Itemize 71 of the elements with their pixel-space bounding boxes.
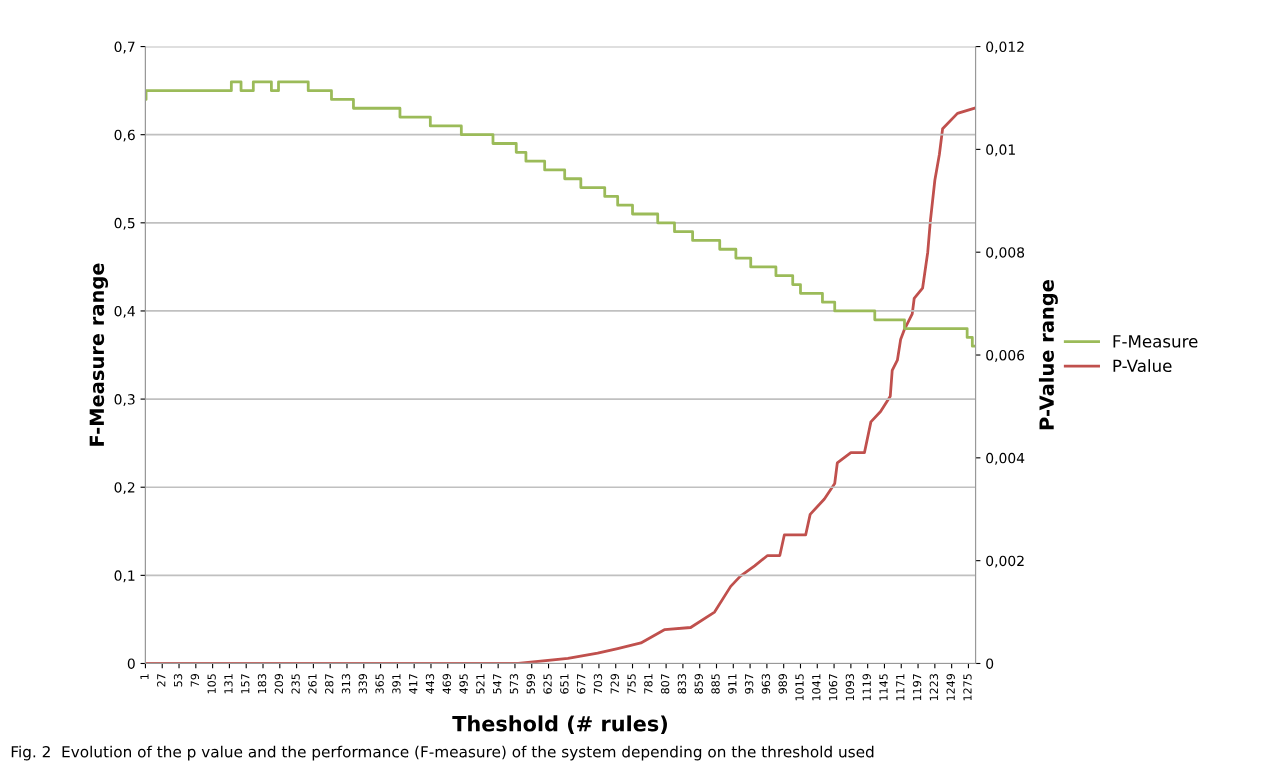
x-tick-label: 781 [644, 674, 653, 694]
y-tick-label: 0,2 [114, 482, 135, 495]
x-tick-label: 183 [257, 674, 267, 694]
y2-axis-title: P-Value range [1038, 280, 1058, 430]
x-tick-label: 1041 [812, 674, 821, 701]
x-tick-label: 209 [274, 673, 284, 694]
x-tick-label: 235 [291, 674, 300, 694]
x-tick-label: 287 [325, 674, 334, 694]
x-tick-label: 1 [140, 674, 149, 680]
x-tick-label: 885 [711, 674, 720, 694]
x-tick-label: 105 [207, 674, 216, 694]
y2-tick-label: 0,01 [986, 144, 1015, 157]
y-axis-title: F-Measure range [89, 263, 109, 446]
x-tick-label: 989 [778, 673, 787, 694]
x-tick-label: 313 [341, 674, 351, 694]
x-tick-label: 443 [425, 674, 435, 694]
x-tick-label: 1093 [845, 674, 855, 701]
x-tick-label: 27 [157, 674, 166, 687]
x-tick-label: 833 [677, 674, 687, 694]
x-tick-label: 469 [442, 673, 451, 694]
x-tick-label: 495 [459, 674, 468, 694]
y-tick-label: 0,7 [114, 41, 135, 54]
x-tick-label: 391 [392, 674, 401, 694]
x-tick-label: 1171 [896, 674, 905, 701]
x-tick-label: 1145 [879, 674, 888, 701]
x-tick-label: 339 [358, 673, 367, 694]
x-tick-label: 1015 [795, 674, 804, 701]
x-tick-label: 703 [593, 674, 603, 694]
caption: Fig. 2 Evolution of the p value and the performance (F-measure) of the system depending on the threshold used [11, 745, 874, 761]
x-tick-label: 547 [493, 674, 502, 694]
x-tick-label: 859 [694, 673, 703, 694]
legend-label: P-Value [1113, 359, 1172, 373]
x-tick-label: 573 [509, 674, 519, 694]
x-tick-label: 1119 [862, 673, 871, 701]
y-tick-label: 0,3 [114, 394, 135, 406]
legend-label: F-Measure [1113, 335, 1198, 348]
x-tick-label: 599 [526, 673, 535, 694]
y-tick-label: 0,4 [114, 305, 135, 318]
x-tick-label: 1067 [828, 674, 838, 701]
y2-tick-label: 0,002 [986, 555, 1024, 568]
x-axis-title: Theshold (# rules) [452, 715, 667, 734]
x-tick-label: 911 [728, 674, 737, 694]
x-tick-label: 1197 [912, 674, 922, 701]
x-tick-label: 729 [610, 673, 619, 694]
x-tick-label: 417 [409, 674, 418, 694]
x-tick-label: 157 [241, 674, 250, 694]
x-tick-label: 1249 [946, 673, 955, 701]
x-tick-label: 131 [224, 674, 233, 694]
x-tick-label: 963 [761, 674, 771, 694]
x-tick-label: 521 [476, 674, 485, 694]
y2-tick-label: 0 [986, 658, 994, 669]
x-tick-label: 1223 [929, 674, 939, 701]
y-tick-label: 0,1 [114, 570, 135, 583]
x-tick-label: 79 [190, 673, 200, 687]
x-tick-label: 807 [660, 674, 670, 694]
x-tick-label: 651 [560, 674, 569, 694]
y2-tick-label: 0,006 [986, 349, 1025, 362]
y-tick-label: 0 [127, 658, 135, 669]
y2-tick-label: 0,008 [986, 247, 1025, 260]
y2-tick-label: 0,012 [986, 41, 1024, 54]
x-tick-label: 937 [744, 674, 754, 694]
x-tick-label: 365 [375, 674, 384, 694]
y2-tick-label: 0,004 [986, 452, 1025, 465]
x-tick-label: 755 [627, 674, 636, 694]
x-tick-label: 261 [308, 674, 317, 694]
y-tick-label: 0,5 [114, 217, 135, 230]
x-tick-label: 625 [543, 674, 552, 694]
y-tick-label: 0,6 [114, 129, 135, 142]
x-tick-label: 677 [576, 674, 586, 694]
x-tick-label: 53 [173, 674, 183, 687]
x-tick-label: 1275 [963, 674, 972, 701]
